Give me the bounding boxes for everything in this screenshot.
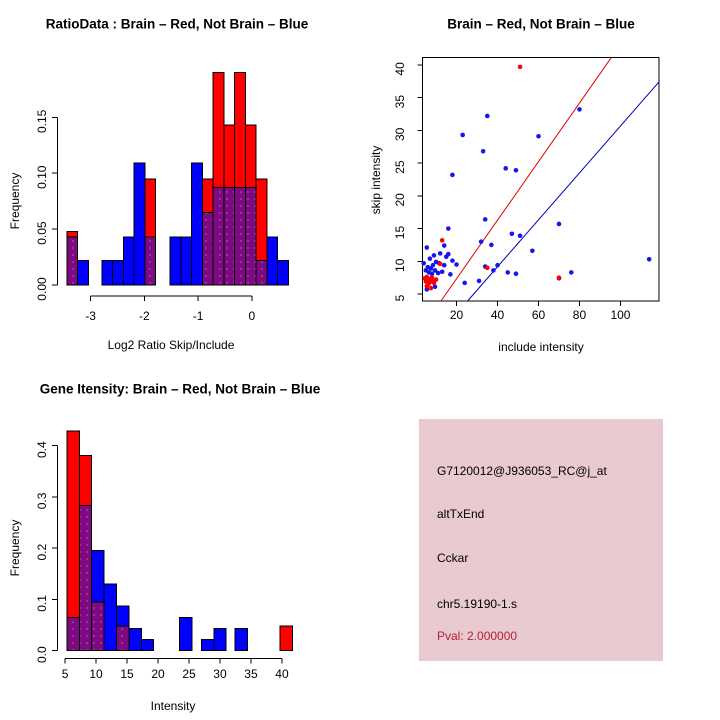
ratio-histogram-xlabel: Log2 Ratio Skip/Include bbox=[107, 338, 235, 352]
gene-intensity-histogram-plot: 5 10 15 20 25 30 35 40 0.0 0.1 0.2 0.3 0.4 bbox=[35, 430, 294, 681]
ratio-histogram-title: RatioData : Brain – Red, Not Brain – Blu… bbox=[45, 16, 309, 32]
svg-text:30: 30 bbox=[213, 667, 227, 681]
svg-text:15: 15 bbox=[120, 667, 134, 681]
svg-text:40: 40 bbox=[491, 308, 505, 322]
intensity-scatter-xlabel: include intensity bbox=[498, 340, 584, 354]
intensity-scatter-ylabel: skip intensity bbox=[369, 145, 383, 215]
location-text: chr5.19190-1.s bbox=[437, 597, 518, 611]
ratio-histogram-plot: -3 -2 -1 0 0.00 0.05 0.10 0.15 bbox=[35, 72, 289, 323]
svg-text:35: 35 bbox=[244, 667, 258, 681]
intensity-scatter-title: Brain – Red, Not Brain – Blue bbox=[447, 16, 635, 32]
svg-text:0.1: 0.1 bbox=[35, 595, 49, 612]
ratio-histogram-ylabel: Frequency bbox=[8, 172, 22, 230]
svg-text:0.00: 0.00 bbox=[35, 277, 49, 301]
svg-text:10: 10 bbox=[89, 667, 103, 681]
svg-text:60: 60 bbox=[532, 308, 546, 322]
svg-text:-1: -1 bbox=[193, 309, 204, 323]
svg-text:0.15: 0.15 bbox=[35, 109, 49, 133]
intensity-scatter-plot: 20 40 60 80 100 5 10 15 20 25 30 35 40 bbox=[393, 57, 660, 322]
svg-text:80: 80 bbox=[573, 308, 587, 322]
svg-text:15: 15 bbox=[393, 226, 407, 240]
gene-info-panel: G7120012@J936053_RC@j_at altTxEnd Cckar … bbox=[419, 419, 663, 661]
svg-text:0.05: 0.05 bbox=[35, 221, 49, 245]
pval-text: Pval: 2.000000 bbox=[437, 629, 518, 643]
svg-text:30: 30 bbox=[393, 127, 407, 141]
svg-text:100: 100 bbox=[610, 308, 630, 322]
svg-text:0.2: 0.2 bbox=[35, 544, 49, 561]
svg-text:10: 10 bbox=[393, 258, 407, 272]
svg-text:0.3: 0.3 bbox=[35, 492, 49, 509]
svg-text:20: 20 bbox=[450, 308, 464, 322]
svg-text:20: 20 bbox=[151, 667, 165, 681]
svg-text:-3: -3 bbox=[85, 309, 96, 323]
svg-text:-2: -2 bbox=[139, 309, 150, 323]
svg-text:25: 25 bbox=[182, 667, 196, 681]
svg-text:25: 25 bbox=[393, 160, 407, 174]
event-type-text: altTxEnd bbox=[437, 507, 485, 521]
svg-text:5: 5 bbox=[393, 294, 407, 301]
probe-id-text: G7120012@J936053_RC@j_at bbox=[437, 464, 607, 478]
gene-intensity-histogram-ylabel: Frequency bbox=[8, 519, 22, 577]
svg-text:20: 20 bbox=[393, 193, 407, 207]
svg-text:0: 0 bbox=[248, 309, 255, 323]
svg-text:40: 40 bbox=[275, 667, 289, 681]
svg-text:0.10: 0.10 bbox=[35, 165, 49, 189]
svg-text:40: 40 bbox=[393, 62, 407, 76]
gene-intensity-histogram-title: Gene Itensity: Brain – Red, Not Brain – … bbox=[39, 381, 321, 397]
svg-text:35: 35 bbox=[393, 95, 407, 109]
svg-text:0.0: 0.0 bbox=[35, 646, 49, 663]
svg-text:5: 5 bbox=[62, 667, 69, 681]
gene-name-text: Cckar bbox=[437, 551, 469, 565]
svg-text:0.4: 0.4 bbox=[35, 441, 49, 458]
gene-intensity-histogram-xlabel: Intensity bbox=[150, 699, 196, 713]
